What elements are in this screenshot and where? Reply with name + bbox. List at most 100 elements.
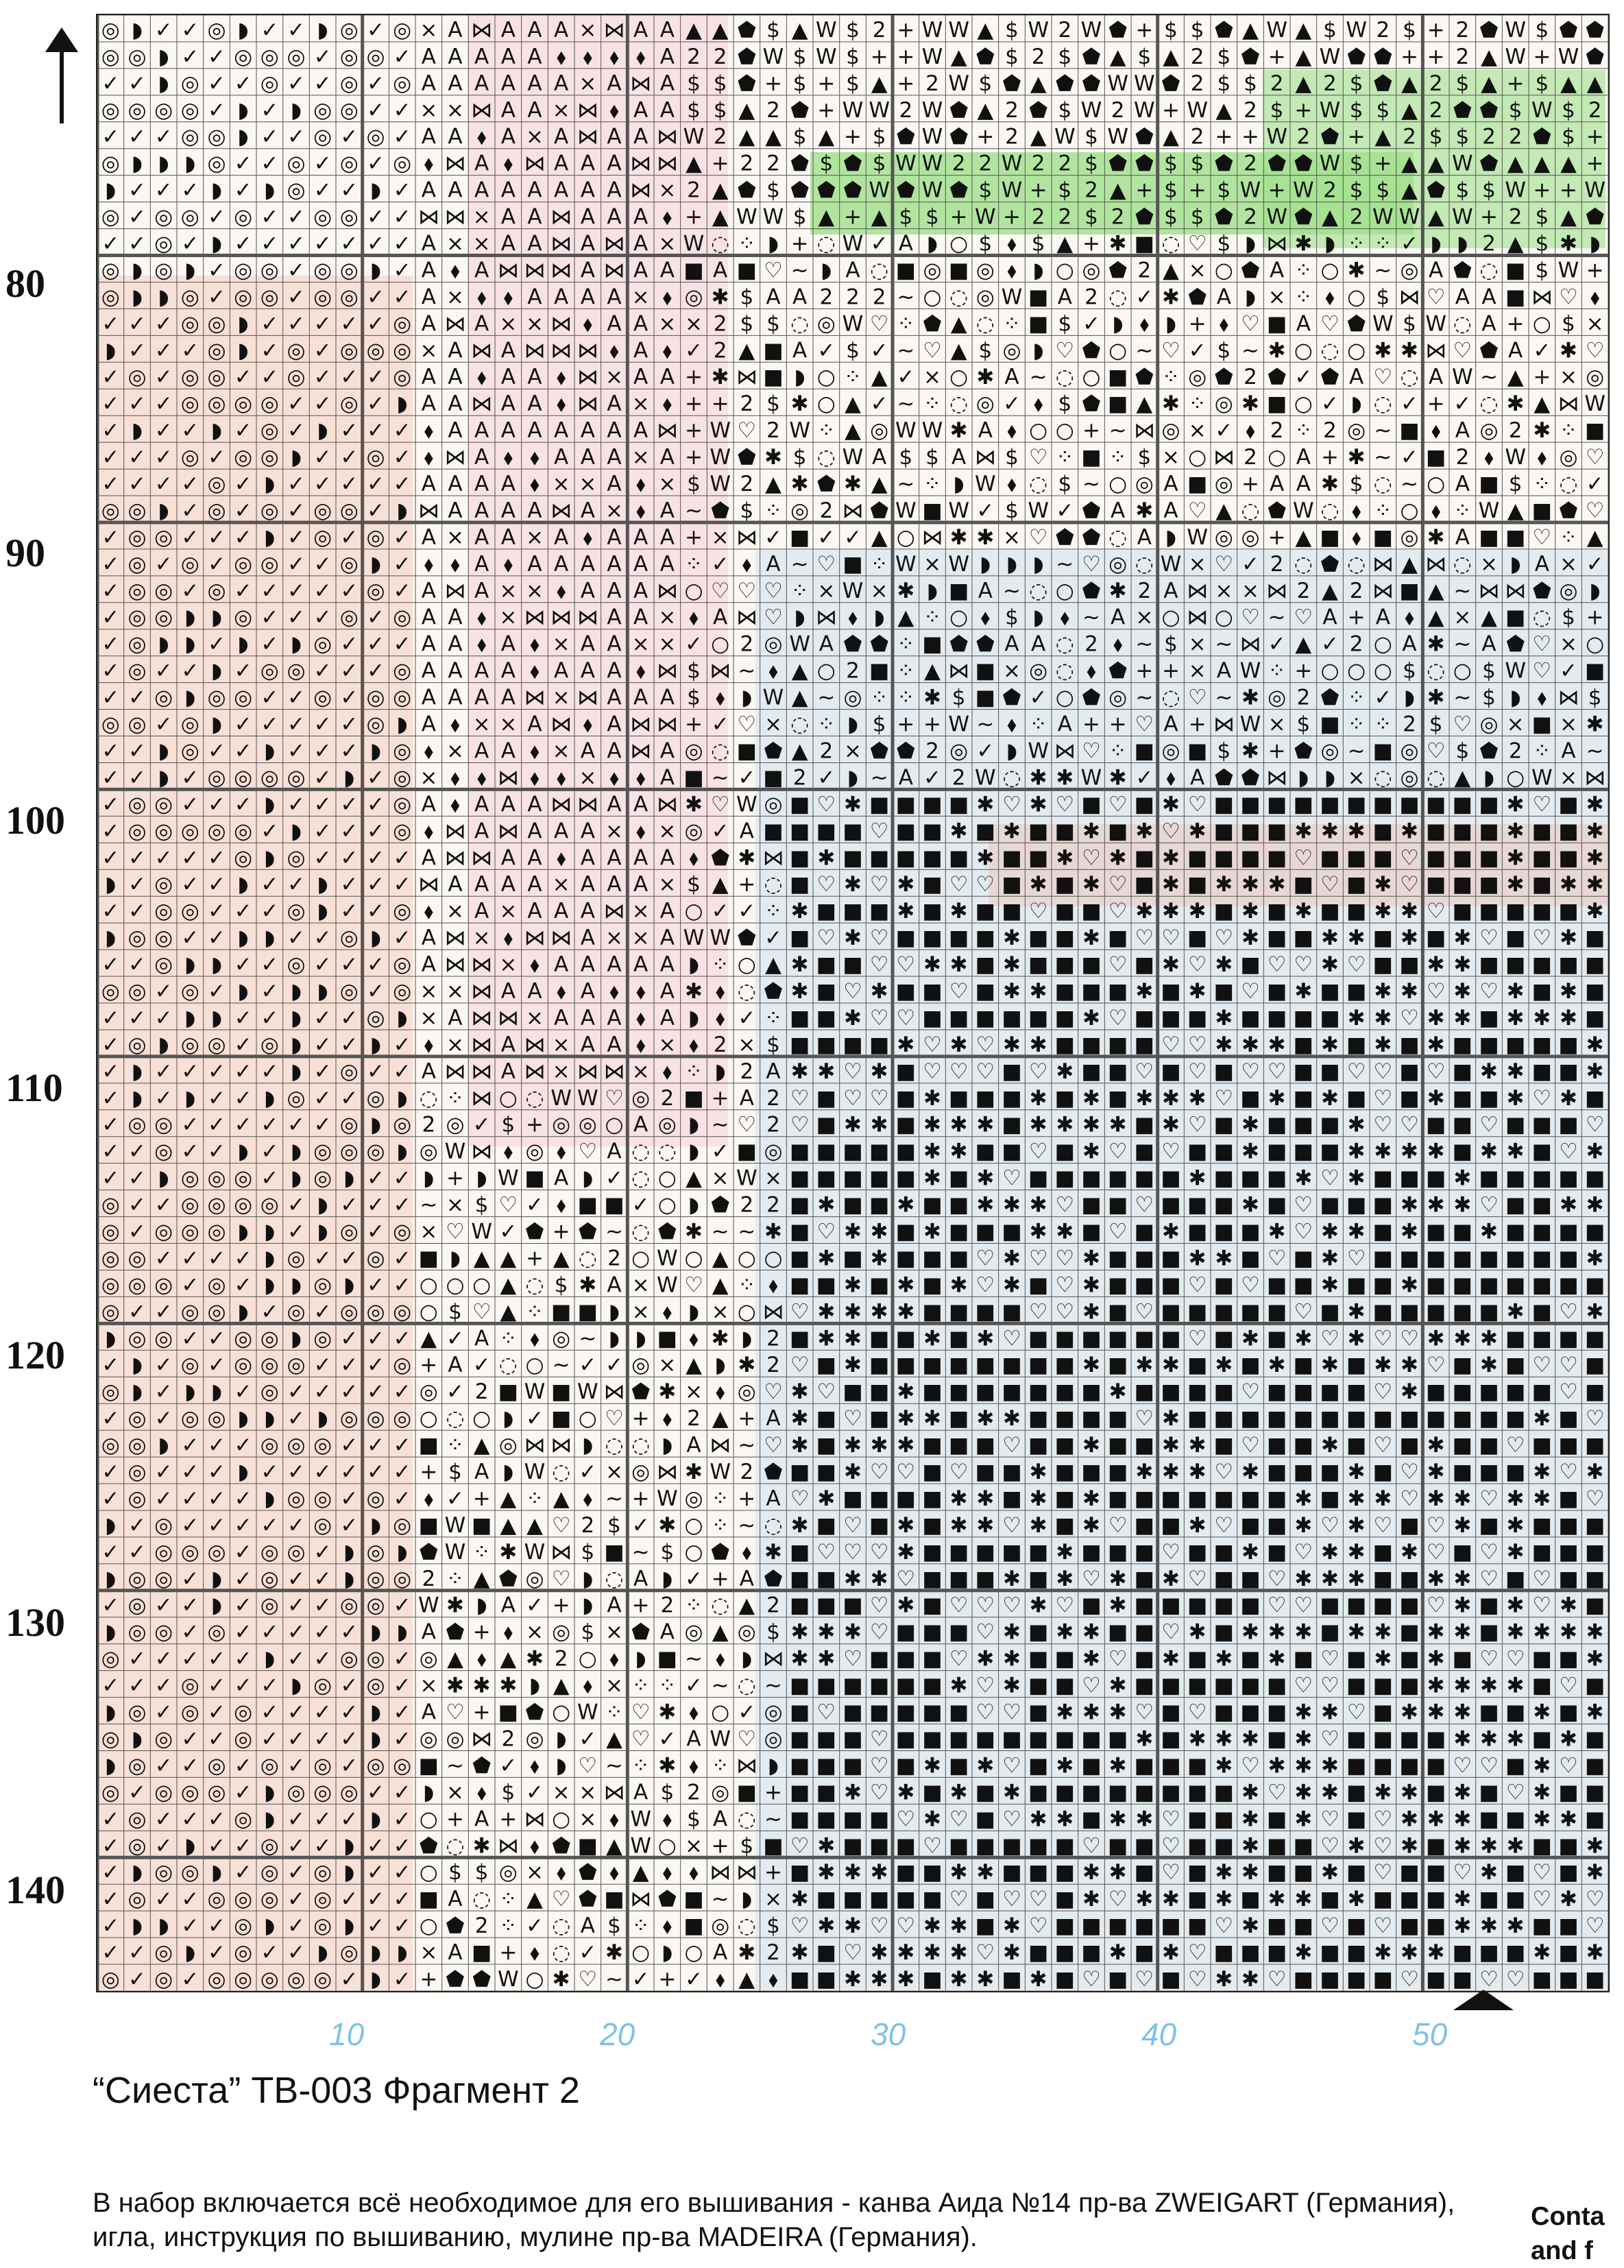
svg-text:◌: ◌ [579,1246,597,1270]
svg-text:A: A [660,899,675,924]
svg-text:⬧: ⬧ [530,472,540,496]
svg-text:✱: ✱ [817,1246,835,1270]
svg-text:A: A [607,792,621,817]
svg-text:⨯: ⨯ [446,232,464,256]
svg-text:■: ■ [1108,391,1128,416]
svg-text:2: 2 [1111,205,1125,230]
svg-text:✱: ✱ [1427,525,1445,550]
svg-text:✱: ✱ [1241,1860,1259,1885]
svg-text:✓: ✓ [128,125,146,149]
svg-text:◎: ◎ [393,792,411,817]
svg-text:✓: ✓ [128,338,146,363]
svg-text:■: ■ [922,1006,942,1030]
svg-text:⨯: ⨯ [632,285,650,309]
svg-text:✱: ✱ [1162,1086,1180,1111]
svg-text:✱: ✱ [871,1059,888,1084]
svg-text:■: ■ [1558,952,1578,977]
svg-text:◎: ◎ [101,205,120,230]
svg-text:✓: ✓ [260,952,278,977]
svg-text:W: W [1002,152,1023,176]
svg-text:◎: ◎ [260,498,279,523]
svg-text:■: ■ [949,1246,969,1270]
svg-text:⬧: ⬧ [768,1967,778,1991]
svg-text:✓: ✓ [871,338,888,363]
svg-text:♡: ♡ [1427,1593,1446,1618]
svg-text:A: A [1163,579,1178,603]
svg-text:✓: ✓ [101,738,119,763]
svg-text:♡: ♡ [1532,632,1551,657]
svg-text:◗: ◗ [105,1700,116,1725]
svg-text:✱: ✱ [1162,1460,1180,1484]
svg-text:✓: ✓ [367,71,385,96]
svg-text:■: ■ [949,1620,969,1645]
svg-text:◗: ◗ [211,605,222,630]
svg-text:✱: ✱ [1030,1220,1047,1244]
svg-text:✱: ✱ [1427,1807,1445,1831]
svg-text:✱: ✱ [923,1166,941,1191]
svg-text:✓: ✓ [314,45,332,69]
svg-text:◗: ◗ [211,1006,222,1030]
svg-text:■: ■ [1505,1567,1525,1591]
svg-text:⬧: ⬧ [424,418,433,443]
svg-text:♡: ♡ [552,1887,571,1911]
svg-text:▲: ▲ [712,1272,729,1297]
svg-text:✱: ✱ [817,1914,835,1938]
svg-text:⬧: ⬧ [1590,285,1600,309]
svg-text:◎: ◎ [340,152,359,176]
svg-text:■: ■ [1558,1166,1578,1191]
svg-text:▲: ▲ [951,311,967,336]
svg-text:◎: ◎ [366,445,385,470]
svg-text:✱: ✱ [1162,1567,1180,1591]
svg-text:⋈: ⋈ [710,1433,731,1458]
svg-text:■: ■ [1426,926,1446,950]
svg-text:⋈: ⋈ [657,125,678,149]
svg-text:■: ■ [1558,1326,1578,1351]
svg-text:⁘: ⁘ [1348,686,1366,710]
svg-text:A: A [1058,712,1072,737]
svg-text:✱: ✱ [1294,1753,1312,1778]
svg-text:⬟: ⬟ [711,845,729,870]
svg-text:$: $ [1164,18,1178,43]
svg-text:A: A [1004,365,1019,389]
svg-text:◎: ◎ [101,1193,120,1218]
svg-text:◗: ◗ [662,1567,672,1591]
svg-text:◗: ◗ [105,1753,116,1778]
svg-text:A: A [448,125,462,149]
svg-text:■: ■ [1187,1486,1207,1511]
svg-text:✓: ✓ [208,1940,226,1965]
svg-text:■: ■ [1558,1513,1578,1538]
svg-text:▲: ▲ [738,125,755,149]
svg-text:+: + [1586,152,1604,176]
svg-text:+: + [1294,659,1312,684]
svg-text:✱: ✱ [950,1033,968,1057]
svg-text:+: + [685,712,703,737]
svg-text:⋈: ⋈ [604,899,625,924]
svg-text:✱: ✱ [844,792,862,817]
svg-text:■: ■ [790,1326,810,1351]
svg-text:◌: ◌ [1320,498,1339,523]
svg-text:■: ■ [1267,1433,1287,1458]
svg-text:◗: ◗ [237,311,248,336]
svg-text:$: $ [793,205,807,230]
svg-text:2: 2 [1137,579,1151,603]
svg-text:A: A [501,472,516,496]
svg-text:■: ■ [1187,1807,1207,1831]
svg-text:■: ■ [1187,1780,1207,1805]
svg-text:■: ■ [1399,418,1419,443]
svg-text:$: $ [687,872,701,897]
svg-text:■: ■ [1558,1272,1578,1297]
svg-text:A: A [554,71,568,96]
svg-text:W: W [922,98,943,123]
svg-text:▲: ▲ [553,1246,570,1270]
svg-text:■: ■ [1505,1887,1525,1911]
svg-text:■: ■ [790,1033,810,1057]
svg-text:A: A [448,659,462,684]
svg-text:■: ■ [1373,1593,1393,1618]
svg-text:✱: ✱ [1427,1647,1445,1672]
svg-text:✓: ✓ [685,632,703,657]
svg-text:✱: ✱ [1189,899,1207,924]
svg-text:⋈: ⋈ [471,1086,492,1111]
svg-text:✓: ✓ [181,1460,199,1484]
svg-text:✓: ✓ [367,365,385,389]
svg-text:2: 2 [766,152,780,176]
